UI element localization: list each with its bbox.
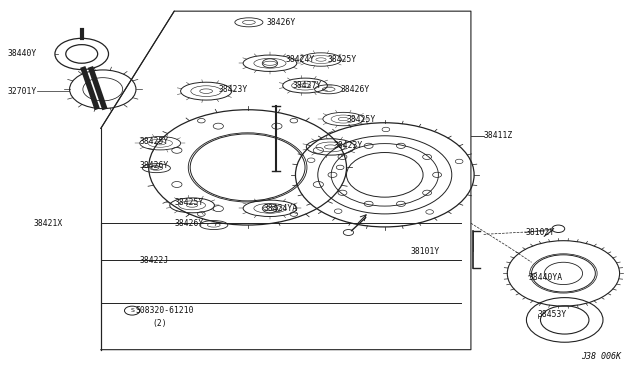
Text: J38 006K: J38 006K [581, 352, 621, 361]
Text: (2): (2) [152, 319, 166, 328]
Text: 38421X: 38421X [33, 219, 63, 228]
Text: 38427Y: 38427Y [292, 81, 321, 90]
Text: 38425Y: 38425Y [328, 55, 356, 64]
Text: 38425Y: 38425Y [139, 137, 168, 146]
Text: 38101Y: 38101Y [410, 247, 440, 256]
Text: 38440YA: 38440YA [529, 273, 563, 282]
Text: 38422J: 38422J [139, 256, 168, 265]
Text: 38423Y: 38423Y [333, 141, 363, 150]
Text: 38426Y: 38426Y [267, 18, 296, 27]
Text: 32701Y: 32701Y [8, 87, 37, 96]
Text: 38424YA: 38424YA [264, 204, 298, 213]
Text: 38453Y: 38453Y [538, 310, 567, 319]
Text: 38426Y: 38426Y [139, 161, 168, 170]
Text: 38425Y: 38425Y [174, 198, 204, 207]
Text: 38425Y: 38425Y [346, 115, 376, 124]
Text: 38424Y: 38424Y [286, 55, 315, 64]
Text: 38102Y: 38102Y [525, 228, 554, 237]
Text: 38426Y: 38426Y [174, 219, 204, 228]
Text: 38440Y: 38440Y [8, 49, 37, 58]
Text: 38426Y: 38426Y [340, 85, 369, 94]
Text: S: S [130, 308, 134, 313]
Text: S08320-61210: S08320-61210 [136, 306, 195, 315]
Text: 38411Z: 38411Z [484, 131, 513, 140]
Text: 38423Y: 38423Y [219, 85, 248, 94]
